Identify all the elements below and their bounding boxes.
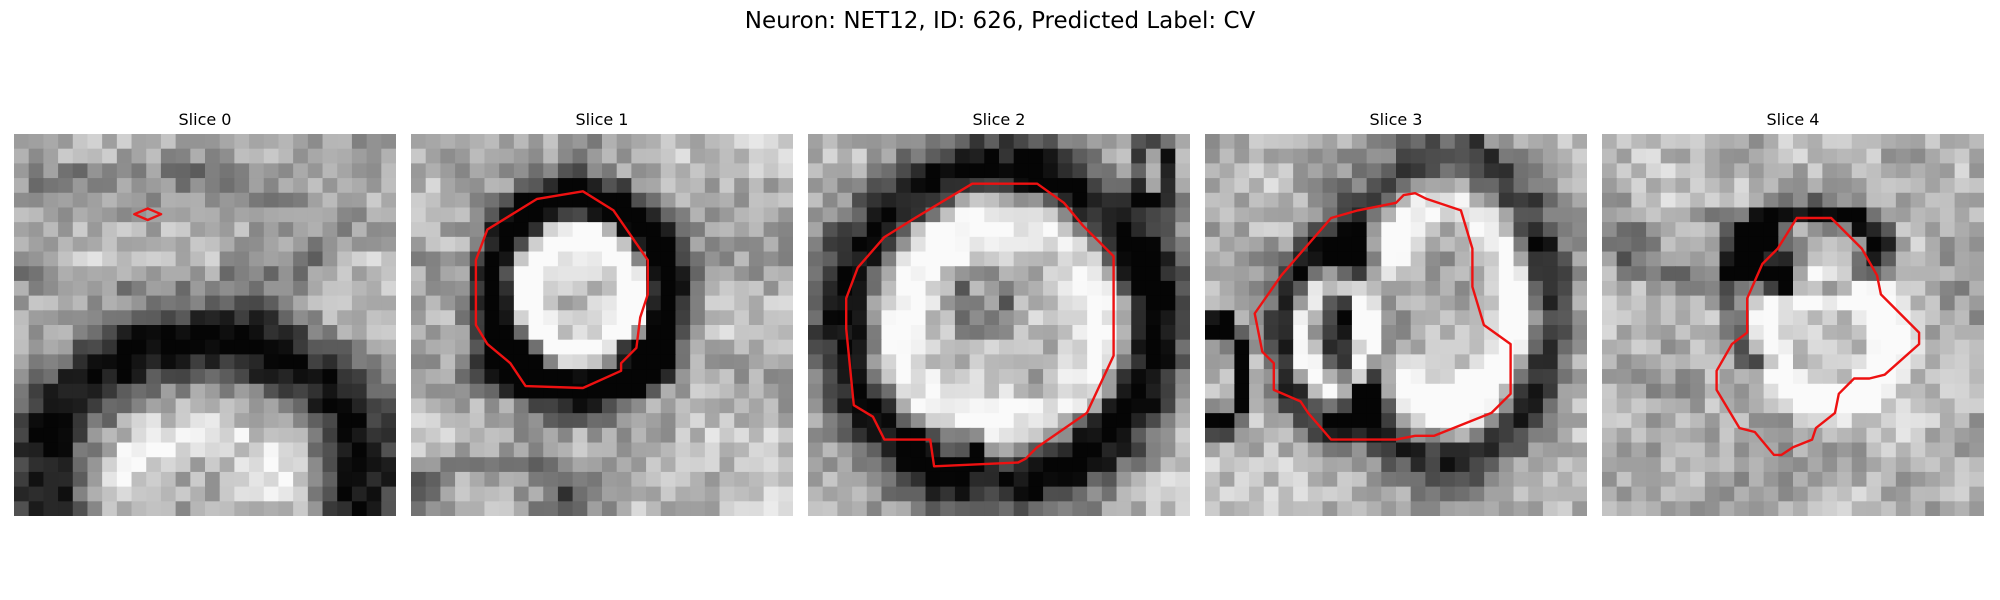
em-slice-image <box>808 134 1190 516</box>
slice-title: Slice 4 <box>1766 110 1820 129</box>
em-slice-image <box>411 134 793 516</box>
em-slice-image <box>14 134 396 516</box>
pixel-grid <box>1602 134 1984 516</box>
slice-title: Slice 3 <box>1369 110 1423 129</box>
pixel-grid <box>1205 134 1587 516</box>
segmentation-contour <box>474 190 650 390</box>
slice-title: Slice 2 <box>972 110 1026 129</box>
pixel-grid <box>14 134 396 516</box>
slice-title: Slice 1 <box>575 110 629 129</box>
segmentation-contour <box>1253 192 1512 441</box>
segmentation-contour <box>845 182 1115 468</box>
figure-title: Neuron: NET12, ID: 626, Predicted Label:… <box>744 8 1256 34</box>
pixel-grid <box>411 134 793 516</box>
em-slice-image <box>1602 134 1984 516</box>
segmentation-contour <box>133 207 163 222</box>
slice-title: Slice 0 <box>178 110 232 129</box>
segmentation-contour <box>1715 216 1921 457</box>
em-slice-image <box>1205 134 1587 516</box>
pixel-grid <box>808 134 1190 516</box>
